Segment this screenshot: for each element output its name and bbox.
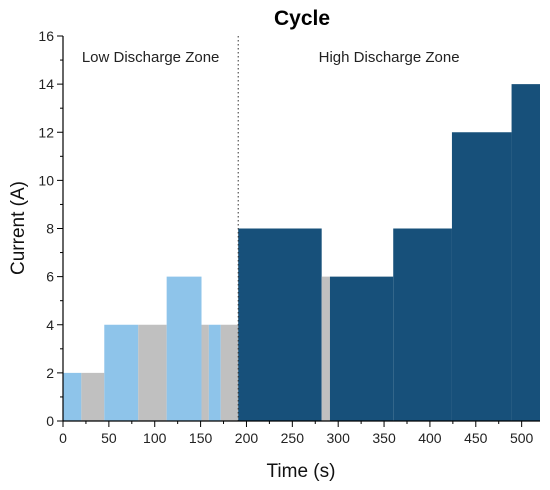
bar-low-discharge-6 [208, 324, 221, 421]
x-tick-label-100: 100 [143, 430, 167, 446]
bars-layer [63, 84, 540, 421]
y-tick-label-4: 4 [46, 317, 54, 333]
x-tick-label-400: 400 [418, 430, 442, 446]
bar-low-discharge-0 [63, 372, 82, 421]
bar-rest-5 [201, 324, 209, 421]
y-tick-label-2: 2 [46, 365, 54, 381]
y-tick-label-16: 16 [38, 28, 54, 44]
x-tick-label-0: 0 [59, 430, 67, 446]
x-tick-label-350: 350 [372, 430, 396, 446]
bar-low-discharge-2 [104, 324, 139, 421]
x-tick-label-500: 500 [510, 430, 534, 446]
bar-high-discharge-12 [451, 132, 512, 421]
bar-rest-1 [81, 372, 105, 421]
x-tick-label-250: 250 [281, 430, 305, 446]
bar-rest-3 [138, 324, 167, 421]
y-tick-label-6: 6 [46, 269, 54, 285]
x-axis-title: Time (s) [267, 461, 336, 482]
x-tick-label-450: 450 [464, 430, 488, 446]
bar-rest-9 [321, 276, 330, 421]
bar-high-discharge-8 [238, 228, 322, 421]
x-tick-label-300: 300 [327, 430, 351, 446]
y-tick-label-14: 14 [38, 76, 54, 92]
x-tick-label-200: 200 [235, 430, 259, 446]
y-tick-label-12: 12 [38, 124, 54, 140]
y-tick-label-10: 10 [38, 172, 54, 188]
chart-title: Cycle [274, 7, 330, 30]
bar-rest-7 [220, 324, 239, 421]
axes-layer: 0 50 100 150 200 250 300 350 400 450 500 0 2 4 6 8 10 12 1… [38, 28, 540, 446]
y-tick-label-8: 8 [46, 221, 54, 237]
x-tick-label-50: 50 [101, 430, 117, 446]
bar-high-discharge-13 [511, 84, 540, 421]
bar-high-discharge-11 [393, 228, 452, 421]
bar-high-discharge-10 [329, 276, 394, 421]
zone-label-low: Low Discharge Zone [82, 49, 220, 66]
y-axis-title: Current (A) [8, 181, 29, 275]
x-tick-label-150: 150 [189, 430, 213, 446]
zone-label-high: High Discharge Zone [319, 49, 460, 66]
zone-layer: Low Discharge Zone High Discharge Zone [82, 36, 460, 421]
y-tick-label-0: 0 [46, 413, 54, 429]
bar-low-discharge-4 [166, 276, 202, 421]
